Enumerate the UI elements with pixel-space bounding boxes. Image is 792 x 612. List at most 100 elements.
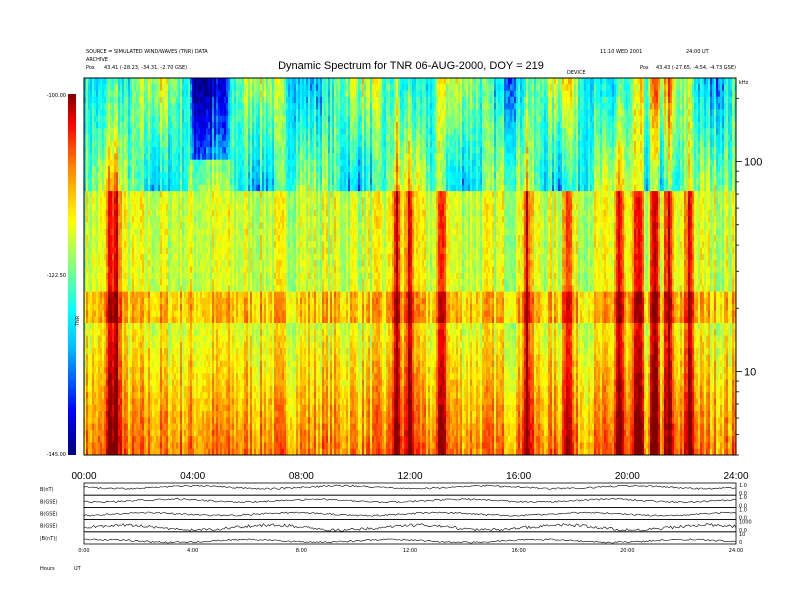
heatmap-cell bbox=[170, 159, 173, 167]
heatmap-cell bbox=[198, 266, 201, 274]
heatmap-cell bbox=[100, 90, 103, 98]
heatmap-cell bbox=[86, 260, 89, 267]
heatmap-cell bbox=[238, 436, 241, 443]
heatmap-cell bbox=[126, 191, 129, 198]
heatmap-cell bbox=[200, 367, 203, 374]
heatmap-cell bbox=[218, 228, 221, 236]
heatmap-cell bbox=[242, 266, 245, 274]
heatmap-cell bbox=[176, 379, 179, 387]
heatmap-cell bbox=[224, 360, 227, 368]
heatmap-cell bbox=[114, 222, 117, 230]
heatmap-cell bbox=[114, 191, 117, 198]
heatmap-cell bbox=[242, 316, 245, 324]
heatmap-cell bbox=[104, 103, 107, 110]
heatmap-cell bbox=[100, 84, 103, 91]
heatmap-cell bbox=[152, 184, 155, 192]
heatmap-cell bbox=[192, 84, 195, 91]
heatmap-cell bbox=[208, 109, 211, 117]
heatmap-cell bbox=[152, 216, 155, 223]
heatmap-cell bbox=[116, 392, 119, 399]
heatmap-cell bbox=[98, 404, 101, 412]
heatmap-cell bbox=[164, 367, 167, 374]
heatmap-cell bbox=[244, 115, 247, 123]
heatmap-cell bbox=[86, 423, 89, 431]
heatmap-cell bbox=[132, 147, 135, 154]
heatmap-cell bbox=[112, 209, 115, 217]
heatmap-cell bbox=[130, 241, 133, 249]
heatmap-cell bbox=[148, 304, 151, 311]
heatmap-cell bbox=[118, 197, 121, 205]
heatmap-cell bbox=[212, 392, 215, 399]
heatmap-cell bbox=[120, 354, 123, 362]
heatmap-cell bbox=[166, 172, 169, 179]
heatmap-cell bbox=[98, 241, 101, 249]
heatmap-cell bbox=[204, 134, 207, 142]
heatmap-cell bbox=[138, 172, 141, 179]
heatmap-cell bbox=[130, 341, 133, 349]
heatmap-cell bbox=[190, 178, 193, 186]
heatmap-cell bbox=[248, 360, 251, 368]
heatmap-cell bbox=[90, 442, 93, 450]
heatmap-cell bbox=[182, 121, 185, 129]
heatmap-cell bbox=[88, 429, 91, 437]
heatmap-cell bbox=[190, 436, 193, 443]
heatmap-cell bbox=[206, 442, 209, 450]
heatmap-cell bbox=[148, 209, 151, 217]
heatmap-cell bbox=[220, 379, 223, 387]
heatmap-cell bbox=[174, 448, 177, 456]
heatmap-cell bbox=[174, 90, 177, 98]
heatmap-cell bbox=[228, 253, 231, 261]
heatmap-cell bbox=[246, 247, 249, 255]
heatmap-cell bbox=[194, 153, 197, 161]
heatmap-cell bbox=[136, 279, 139, 286]
heatmap-cell bbox=[230, 448, 233, 456]
heatmap-cell bbox=[134, 360, 137, 368]
heatmap-cell bbox=[182, 385, 185, 393]
heatmap-cell bbox=[226, 128, 229, 135]
heatmap-cell bbox=[136, 209, 139, 217]
heatmap-cell bbox=[188, 429, 191, 437]
heatmap-cell bbox=[128, 341, 131, 349]
heatmap-cell bbox=[122, 279, 125, 286]
heatmap-cell bbox=[218, 260, 221, 267]
heatmap-cell bbox=[122, 316, 125, 324]
heatmap-cell bbox=[146, 153, 149, 161]
heatmap-cell bbox=[234, 78, 237, 85]
heatmap-cell bbox=[92, 115, 95, 123]
heatmap-cell bbox=[180, 165, 183, 173]
heatmap-cell bbox=[162, 128, 165, 135]
heatmap-cell bbox=[154, 253, 157, 261]
heatmap-cell bbox=[180, 304, 183, 311]
heatmap-cell bbox=[238, 241, 241, 249]
heatmap-cell bbox=[112, 354, 115, 362]
heatmap-cell bbox=[162, 134, 165, 142]
heatmap-cell bbox=[192, 448, 195, 456]
heatmap-cell bbox=[234, 348, 237, 355]
heatmap-cell bbox=[160, 172, 163, 179]
heatmap-cell bbox=[224, 209, 227, 217]
heatmap-cell bbox=[212, 335, 215, 343]
heatmap-cell bbox=[246, 103, 249, 110]
heatmap-cell bbox=[204, 348, 207, 355]
heatmap-cell bbox=[224, 228, 227, 236]
heatmap-cell bbox=[170, 285, 173, 293]
heatmap-cell bbox=[110, 385, 113, 393]
heatmap-cell bbox=[126, 423, 129, 431]
heatmap-cell bbox=[208, 385, 211, 393]
heatmap-cell bbox=[174, 128, 177, 135]
heatmap-cell bbox=[226, 222, 229, 230]
heatmap-cell bbox=[234, 222, 237, 230]
heatmap-cell bbox=[220, 90, 223, 98]
heatmap-cell bbox=[150, 203, 153, 211]
heatmap-cell bbox=[150, 253, 153, 261]
heatmap-cell bbox=[92, 235, 95, 242]
heatmap-cell bbox=[98, 348, 101, 355]
heatmap-cell bbox=[102, 159, 105, 167]
heatmap-cell bbox=[152, 310, 155, 318]
heatmap-cell bbox=[144, 178, 147, 186]
heatmap-cell bbox=[94, 209, 97, 217]
heatmap-cell bbox=[84, 172, 87, 179]
heatmap-cell bbox=[186, 411, 189, 418]
heatmap-cell bbox=[88, 128, 91, 135]
heatmap-cell bbox=[92, 392, 95, 399]
